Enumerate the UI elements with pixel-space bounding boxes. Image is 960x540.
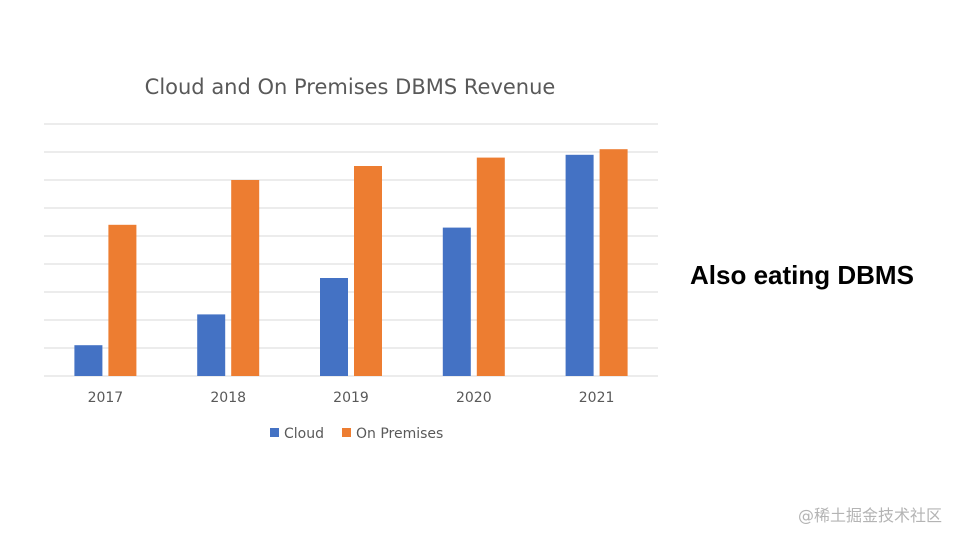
- legend-swatch-on-premises: [342, 428, 351, 437]
- x-tick-label: 2017: [88, 390, 124, 406]
- bar-on-premises-2019: [354, 166, 382, 376]
- gridlines: [44, 123, 658, 377]
- bar-cloud-2018: [197, 314, 226, 376]
- bar-on-premises-2020: [476, 157, 505, 376]
- bars: [74, 149, 628, 376]
- legend-label-cloud: Cloud: [284, 426, 324, 442]
- x-tick-label: 2019: [333, 390, 369, 406]
- watermark: @稀土掘金技术社区: [797, 506, 942, 525]
- bar-cloud-2017: [74, 345, 103, 376]
- bar-cloud-2020: [442, 227, 471, 376]
- bar-on-premises-2017: [108, 224, 137, 376]
- legend: Cloud On Premises: [270, 426, 443, 442]
- bar-cloud-2021: [565, 154, 594, 376]
- bar-on-premises-2021: [599, 149, 628, 376]
- legend-swatch-cloud: [270, 428, 279, 437]
- x-tick-label: 2021: [579, 390, 615, 406]
- bar-cloud-2019: [320, 278, 348, 376]
- chart-title: Cloud and On Premises DBMS Revenue: [145, 75, 556, 99]
- slide-caption: Also eating DBMS: [690, 260, 914, 290]
- x-axis-ticks: 2017 2018 2019 2020 2021: [88, 390, 615, 406]
- x-tick-label: 2020: [456, 390, 492, 406]
- x-tick-label: 2018: [210, 390, 246, 406]
- legend-label-on-premises: On Premises: [356, 426, 443, 442]
- bar-on-premises-2018: [231, 180, 260, 376]
